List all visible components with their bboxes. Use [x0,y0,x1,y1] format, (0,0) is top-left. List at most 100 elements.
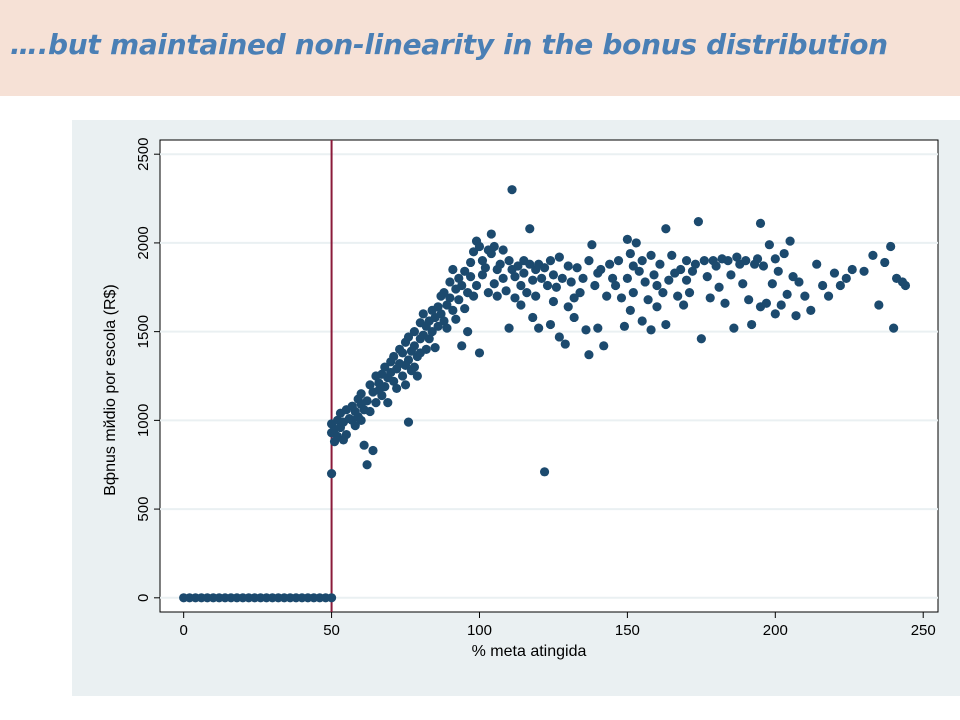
data-point [519,268,529,278]
data-point [392,383,402,394]
data-point [720,298,730,308]
y-tick-label: 2000 [135,226,152,259]
data-point [569,312,579,323]
data-point [776,300,786,310]
data-point [486,248,496,259]
x-tick-label: 100 [467,622,492,639]
data-point [513,261,523,271]
data-point [480,263,490,273]
data-point [554,252,564,262]
data-point [545,319,556,330]
data-point [681,275,692,285]
data-point [528,275,538,285]
data-point [430,343,440,353]
data-point [457,341,467,351]
data-point [350,421,360,431]
data-point [403,417,414,427]
data-point [400,380,411,390]
chart-frame: 0 500 1000 1500 2000 2500 0 50 100 150 200 250 % met… [72,120,960,696]
data-point [498,273,508,284]
data-point [678,300,689,310]
data-point [732,252,742,262]
data-point [608,273,618,284]
y-tick-label: 500 [135,497,152,522]
data-point [489,241,499,252]
data-point [569,293,579,303]
data-point [356,415,366,425]
data-point [889,323,899,333]
data-point [584,350,594,360]
data-point [829,268,840,278]
data-point [744,295,754,305]
data-point [412,371,422,381]
data-point [584,256,594,266]
data-point [525,259,535,269]
data-point [362,396,372,406]
x-tick-label: 200 [763,622,788,639]
data-point [454,273,464,284]
data-point [539,263,550,273]
data-point [705,293,715,303]
data-point [534,323,544,333]
x-axis-title: % meta atingida [472,643,587,660]
data-point [466,272,476,282]
data-point [714,282,724,292]
data-point [581,325,591,335]
data-point [847,264,857,275]
data-point [791,311,801,321]
data-point [397,348,408,358]
data-point [436,309,446,319]
data-point [365,406,375,417]
data-point [782,289,792,299]
data-point [554,332,564,342]
data-point [628,261,638,271]
data-point [442,323,452,333]
data-point [486,229,496,239]
y-tick-label: 0 [135,594,152,602]
data-point [463,327,473,337]
data-point [501,286,511,296]
data-point [380,382,390,392]
data-point [658,288,668,298]
plot-area [159,139,939,613]
data-point [421,344,431,354]
data-point [622,273,632,284]
data-point [587,240,597,250]
data-point [637,316,647,326]
data-point [389,351,399,362]
data-point [741,256,751,266]
data-point [610,280,621,291]
data-point [545,256,556,266]
data-point [628,288,638,298]
data-point [442,300,452,310]
data-point [676,264,686,275]
data-point [468,247,479,257]
data-point [874,300,884,310]
data-point [761,298,772,308]
data-point [684,288,695,298]
data-point [468,291,479,301]
data-point [812,259,822,269]
data-point [548,296,559,307]
data-point [726,270,736,280]
data-point [424,334,434,344]
data-point [528,312,538,323]
data-point [667,250,677,260]
slide-title: ….but maintained non-linearity in the bo… [10,28,888,61]
data-point [409,362,420,372]
data-point [613,256,624,266]
data-point [551,282,561,292]
data-point [625,248,635,259]
data-point [770,254,780,264]
data-point [752,254,763,264]
data-point [448,305,458,315]
data-point [723,256,733,266]
y-tick-label: 1000 [135,404,152,437]
data-point [427,327,437,337]
data-point [537,273,547,284]
data-point [835,280,845,291]
y-tick-label: 2500 [135,138,152,171]
data-point [702,272,712,282]
data-point [489,279,499,289]
data-point [356,389,366,399]
